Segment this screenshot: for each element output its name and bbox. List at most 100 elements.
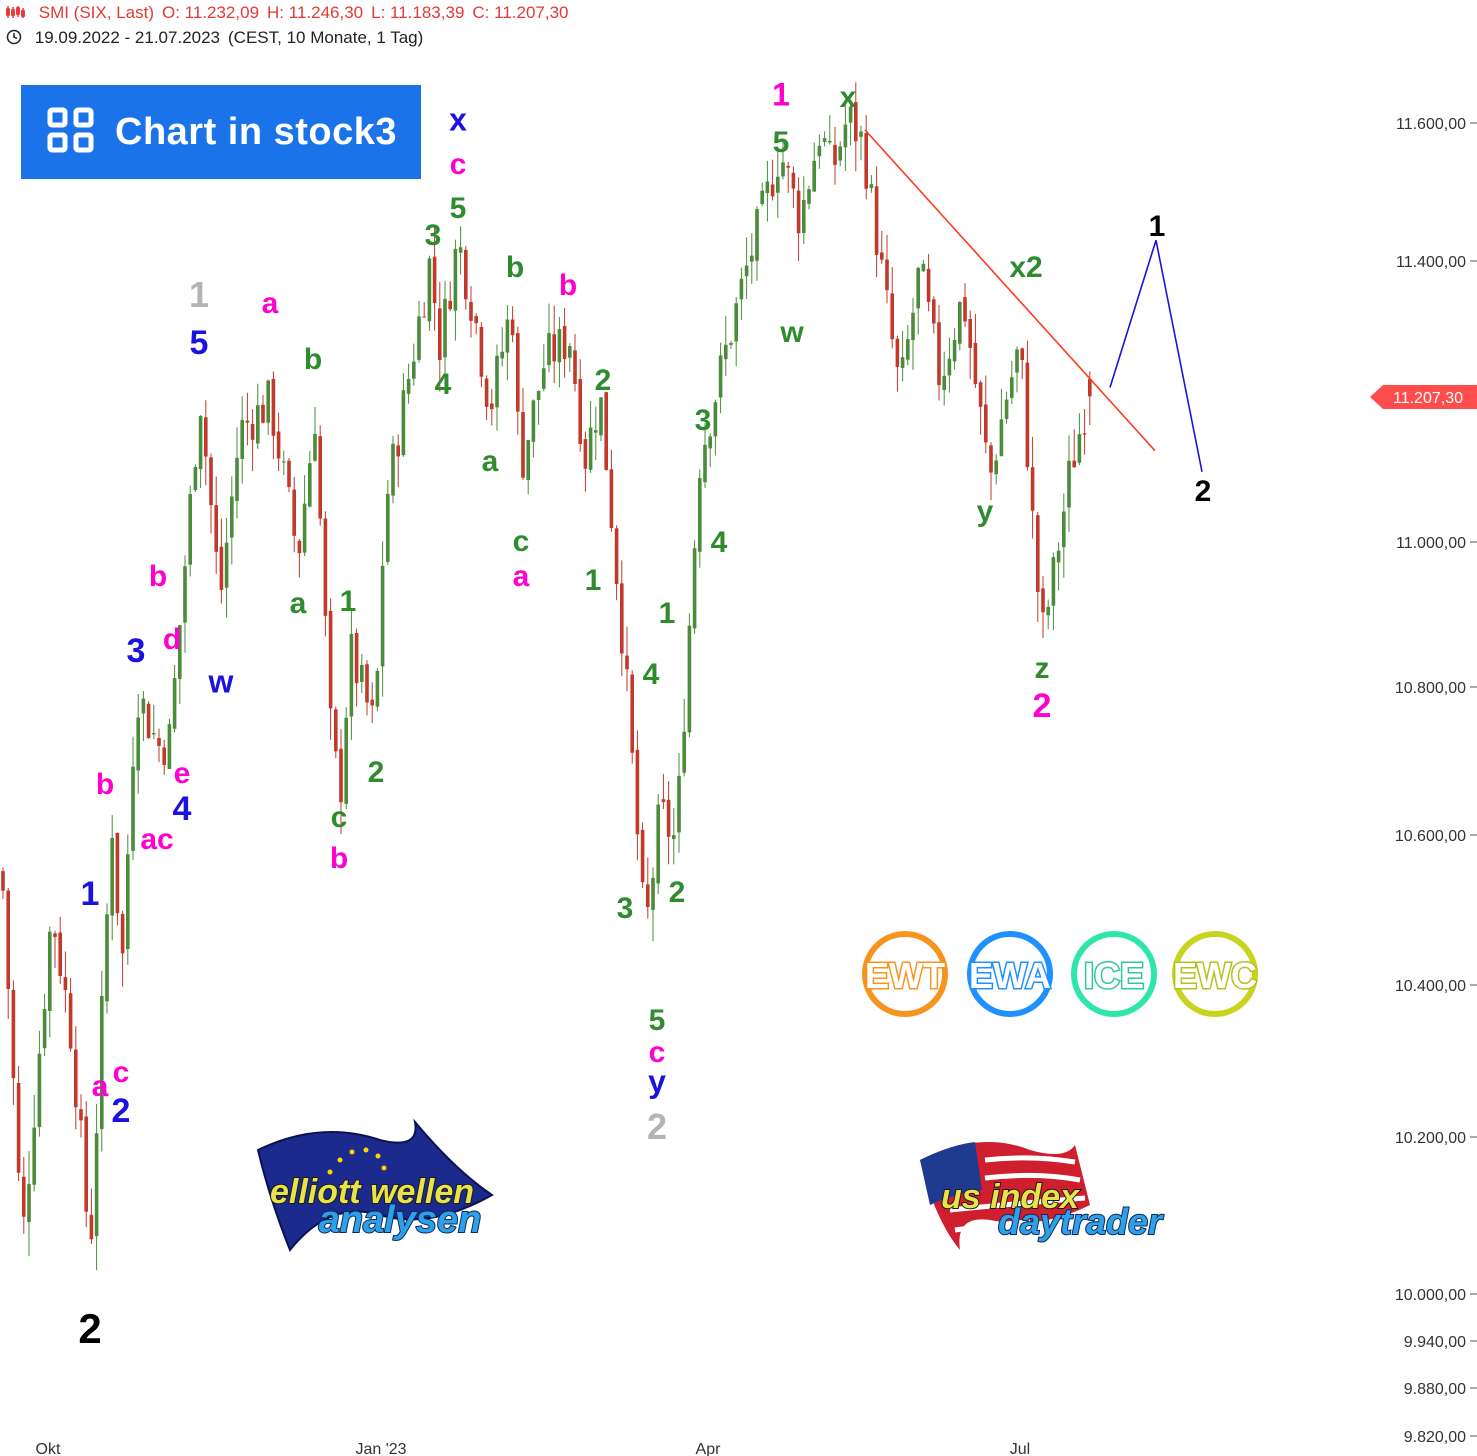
- candle-body: [318, 436, 322, 519]
- candle-body: [926, 268, 931, 303]
- y-tick-label: 10.200,00: [1395, 1130, 1466, 1147]
- candle-body: [256, 405, 260, 444]
- candle-body: [245, 420, 250, 423]
- candle-body: [880, 252, 884, 260]
- candle-body: [417, 316, 421, 360]
- wave-label: 3: [127, 632, 146, 670]
- chart-in-stock3-button[interactable]: Chart in stock3: [21, 85, 421, 179]
- candle-body: [661, 799, 666, 803]
- candle-body: [380, 565, 385, 667]
- candle-body: [750, 255, 754, 262]
- candle-body: [640, 829, 645, 883]
- candle-body: [854, 102, 858, 142]
- candle-body: [630, 674, 634, 753]
- wave-label: 2: [595, 364, 612, 397]
- candle-body: [302, 503, 307, 553]
- candle-body: [178, 625, 182, 680]
- candle-body: [365, 664, 369, 703]
- candle-body: [32, 1127, 36, 1185]
- wave-label: 5: [190, 324, 209, 362]
- candle-body: [817, 145, 822, 157]
- chart-header-quote: SMI (SIX, Last) O: 11.232,09 H: 11.246,30 L…: [6, 3, 577, 23]
- candle-body: [500, 351, 504, 359]
- y-tick-label: 10.400,00: [1395, 978, 1466, 995]
- candle-body: [344, 717, 348, 804]
- candle-body: [542, 368, 546, 389]
- candle-body: [599, 397, 603, 436]
- candle-body: [791, 172, 796, 189]
- candle-body: [848, 106, 853, 123]
- candle-body: [729, 343, 733, 345]
- candle-body: [1015, 349, 1019, 373]
- ewa-badge[interactable]: EWA: [967, 931, 1053, 1017]
- candle-body: [984, 404, 988, 443]
- candle-body: [250, 423, 255, 440]
- wave-label: c: [450, 148, 467, 181]
- candle-body: [266, 380, 270, 423]
- wave-label: 1: [340, 585, 357, 618]
- candle-body: [838, 146, 842, 161]
- candle-body: [219, 546, 224, 590]
- candle-body: [807, 189, 811, 204]
- candle-body: [672, 835, 676, 840]
- candle-body: [126, 854, 130, 950]
- candle-body: [349, 633, 354, 717]
- wave-label: b: [559, 269, 577, 302]
- wave-label: b: [96, 768, 114, 801]
- wave-label: x: [449, 102, 467, 138]
- us-index-logo-line1: us index: [941, 1178, 1081, 1216]
- candle-body: [796, 190, 801, 234]
- last-price-value: 11.207,30: [1393, 390, 1463, 407]
- candle-body: [100, 995, 104, 1130]
- candle-body: [1082, 433, 1087, 435]
- wave-label: c: [649, 1036, 666, 1069]
- candle-body: [562, 326, 567, 360]
- candle-body: [900, 357, 905, 369]
- candle-body: [958, 301, 962, 344]
- candle-body: [84, 1116, 88, 1212]
- candle-body: [1067, 460, 1071, 508]
- wave-label: 2: [1033, 687, 1052, 725]
- candle-body: [1072, 460, 1076, 468]
- wave-label: d: [163, 623, 181, 656]
- candle-body: [479, 326, 484, 377]
- candle-body: [37, 1053, 42, 1128]
- wave-label: y: [977, 495, 994, 528]
- candle-body: [22, 1176, 26, 1217]
- candle-body: [516, 333, 520, 412]
- candle-body: [578, 378, 582, 444]
- candle-body: [687, 625, 692, 733]
- candle-body: [677, 775, 681, 833]
- wave-label: b: [506, 251, 524, 284]
- candle-body: [651, 877, 655, 910]
- candle-body: [713, 402, 718, 437]
- ewt-badge[interactable]: EWT: [862, 931, 948, 1017]
- candle-body: [682, 731, 686, 773]
- candle-body: [1077, 434, 1082, 463]
- candle-body: [396, 445, 400, 457]
- ewa-label: EWA: [969, 955, 1051, 996]
- candle-body: [204, 417, 208, 457]
- close-value: C: 11.207,30: [472, 3, 569, 22]
- candle-body: [328, 610, 333, 709]
- candle-body: [828, 140, 832, 143]
- candle-body: [230, 496, 234, 538]
- wave-label: 5: [450, 192, 467, 225]
- wave-label: 1: [585, 564, 602, 597]
- ewc-badge[interactable]: EWC: [1172, 931, 1259, 1017]
- y-tick-label: 9.880,00: [1404, 1381, 1466, 1398]
- wave-label: y: [648, 1064, 666, 1100]
- ewt-label: EWT: [865, 955, 945, 996]
- wave-label: 2: [78, 1305, 101, 1352]
- wave-label: z: [1035, 652, 1050, 685]
- date-range: 19.09.2022 - 21.07.2023: [34, 28, 221, 47]
- candle-body: [1004, 399, 1009, 419]
- candle-body: [609, 469, 614, 529]
- wave-label: b: [330, 842, 348, 875]
- candle-body: [401, 390, 406, 456]
- candle-body: [724, 344, 728, 360]
- candle-body: [708, 436, 712, 449]
- ice-badge[interactable]: ICE: [1071, 931, 1157, 1017]
- candle-body: [781, 162, 785, 177]
